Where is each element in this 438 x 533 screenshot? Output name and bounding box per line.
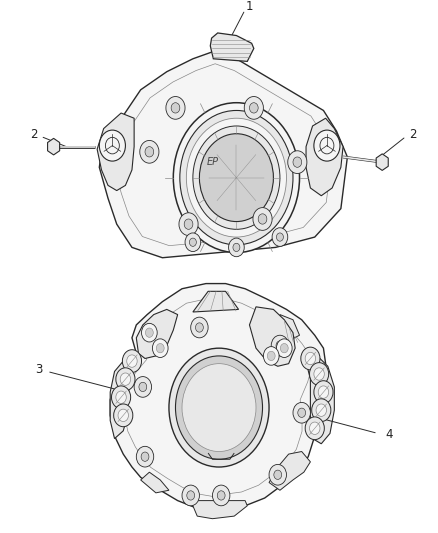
Polygon shape xyxy=(114,64,332,246)
Circle shape xyxy=(114,404,133,427)
Circle shape xyxy=(116,368,135,391)
Circle shape xyxy=(314,368,324,380)
Text: 2: 2 xyxy=(409,128,417,141)
Circle shape xyxy=(185,233,201,252)
Polygon shape xyxy=(124,298,311,497)
Circle shape xyxy=(189,238,196,246)
Polygon shape xyxy=(110,284,325,511)
Polygon shape xyxy=(304,353,334,444)
Text: EP: EP xyxy=(206,157,219,167)
Polygon shape xyxy=(48,139,60,155)
Circle shape xyxy=(145,328,153,337)
Circle shape xyxy=(186,118,286,237)
Circle shape xyxy=(318,386,328,398)
Polygon shape xyxy=(97,113,134,191)
Circle shape xyxy=(233,243,240,252)
Circle shape xyxy=(184,219,193,229)
Polygon shape xyxy=(191,500,247,519)
Circle shape xyxy=(141,324,157,342)
Circle shape xyxy=(191,317,208,338)
Polygon shape xyxy=(376,154,388,171)
Circle shape xyxy=(145,147,154,157)
Circle shape xyxy=(298,408,306,417)
Circle shape xyxy=(179,213,198,236)
Circle shape xyxy=(314,130,340,161)
Circle shape xyxy=(180,110,293,245)
Circle shape xyxy=(293,402,311,423)
Text: 4: 4 xyxy=(385,429,392,441)
Circle shape xyxy=(122,350,141,373)
Circle shape xyxy=(280,343,288,353)
Circle shape xyxy=(182,364,256,451)
Circle shape xyxy=(152,339,168,358)
Circle shape xyxy=(195,323,203,332)
Circle shape xyxy=(271,335,289,356)
Circle shape xyxy=(169,348,269,467)
Circle shape xyxy=(176,356,262,459)
Circle shape xyxy=(258,214,267,224)
Circle shape xyxy=(293,157,302,167)
Circle shape xyxy=(171,103,180,113)
Circle shape xyxy=(305,417,324,440)
Circle shape xyxy=(288,151,307,174)
Circle shape xyxy=(272,228,288,246)
Circle shape xyxy=(112,386,131,409)
Circle shape xyxy=(134,377,152,397)
Circle shape xyxy=(118,409,128,422)
Circle shape xyxy=(250,103,258,113)
Circle shape xyxy=(182,485,199,506)
Circle shape xyxy=(212,485,230,506)
Circle shape xyxy=(269,464,286,485)
Circle shape xyxy=(166,96,185,119)
Circle shape xyxy=(276,339,292,358)
Polygon shape xyxy=(269,451,311,490)
Circle shape xyxy=(127,355,137,367)
Circle shape xyxy=(263,346,279,365)
Polygon shape xyxy=(193,292,239,312)
Circle shape xyxy=(276,341,284,350)
Circle shape xyxy=(99,130,125,161)
Text: 3: 3 xyxy=(35,364,42,376)
Circle shape xyxy=(276,233,283,241)
Circle shape xyxy=(314,381,333,403)
Circle shape xyxy=(116,391,126,403)
Polygon shape xyxy=(250,307,295,366)
Polygon shape xyxy=(99,51,347,258)
Text: 1: 1 xyxy=(246,0,253,13)
Circle shape xyxy=(140,140,159,163)
Circle shape xyxy=(305,352,316,365)
Circle shape xyxy=(244,96,263,119)
Circle shape xyxy=(136,446,154,467)
Circle shape xyxy=(193,126,280,229)
Polygon shape xyxy=(141,472,169,493)
Polygon shape xyxy=(280,314,300,343)
Circle shape xyxy=(199,134,273,222)
Circle shape xyxy=(301,347,320,370)
Circle shape xyxy=(156,343,164,353)
Circle shape xyxy=(141,452,149,462)
Circle shape xyxy=(310,362,328,385)
Circle shape xyxy=(253,208,272,230)
Polygon shape xyxy=(306,118,343,196)
Polygon shape xyxy=(110,353,138,439)
Circle shape xyxy=(229,238,244,257)
Circle shape xyxy=(310,422,320,434)
Circle shape xyxy=(267,351,275,360)
Circle shape xyxy=(139,382,147,392)
Polygon shape xyxy=(210,33,254,61)
Circle shape xyxy=(274,470,282,479)
Circle shape xyxy=(320,138,334,154)
Circle shape xyxy=(120,373,131,385)
Circle shape xyxy=(312,399,331,422)
Circle shape xyxy=(316,404,326,416)
Text: 2: 2 xyxy=(30,128,38,141)
Polygon shape xyxy=(136,310,178,359)
Circle shape xyxy=(187,491,194,500)
Circle shape xyxy=(217,491,225,500)
Circle shape xyxy=(106,138,119,154)
Circle shape xyxy=(173,103,300,253)
